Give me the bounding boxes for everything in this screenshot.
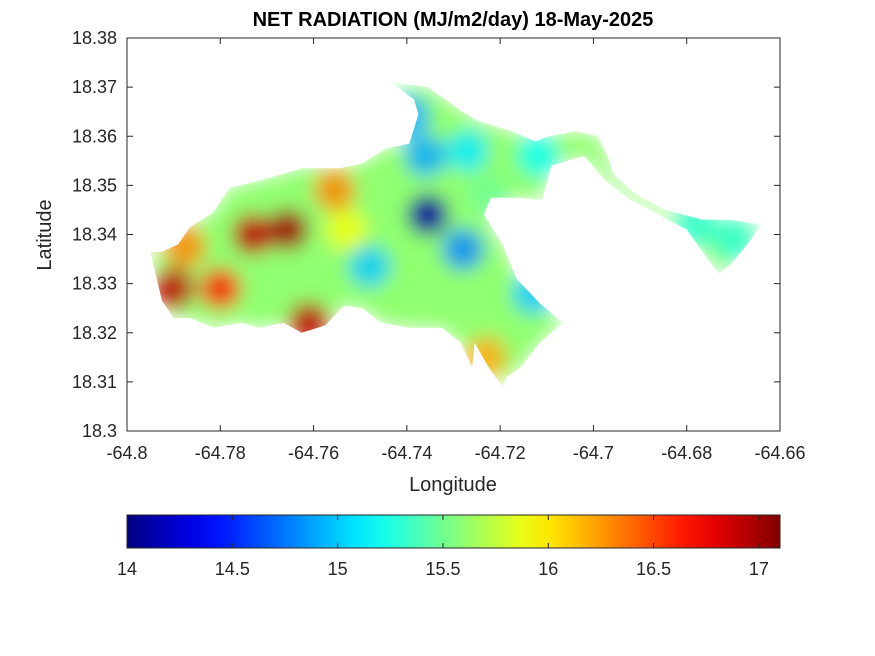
- colorbar: 14 14.5 15 15.5 16 16.5 17: [117, 514, 781, 579]
- x-tick-label: -64.8: [106, 443, 147, 463]
- field-feature: [313, 169, 356, 212]
- x-tick-label: -64.78: [195, 443, 246, 463]
- field-feature: [441, 228, 484, 271]
- y-tick-label: 18.33: [72, 274, 117, 294]
- y-tick-label: 18.35: [72, 175, 117, 195]
- x-tick-label: -64.66: [754, 443, 805, 463]
- plot-area: -64.8 -64.78 -64.76 -64.74 -64.72 -64.7 -64.68…: [72, 28, 806, 463]
- y-tick-label: 18.32: [72, 323, 117, 343]
- y-tick-label: 18.36: [72, 126, 117, 146]
- field-feature: [231, 213, 274, 256]
- field-feature: [199, 267, 242, 310]
- y-tick-label: 18.31: [72, 372, 117, 392]
- x-axis: -64.8 -64.78 -64.76 -64.74 -64.72 -64.7 -64.68…: [106, 38, 806, 463]
- field-feature: [404, 134, 447, 177]
- y-axis-label: Latitude: [34, 199, 56, 270]
- radiation-field: [150, 82, 762, 387]
- y-tick-label: 18.34: [72, 225, 117, 245]
- chart-title: NET RADIATION (MJ/m2/day) 18-May-2025: [253, 9, 654, 31]
- y-axis: 18.3 18.31 18.32 18.33 18.34 18.35 18.36 18.37 1…: [72, 28, 780, 441]
- field-feature: [406, 193, 449, 236]
- colorbar-ticks: 14 14.5 15 15.5 16 16.5 17: [117, 515, 769, 579]
- colorbar-tick-label: 16: [538, 559, 558, 579]
- colorbar-tick-label: 14: [117, 559, 137, 579]
- colorbar-tick-label: 17: [749, 559, 769, 579]
- field-feature: [152, 267, 195, 310]
- x-axis-label: Longitude: [409, 474, 497, 496]
- field-feature: [446, 130, 489, 172]
- colorbar-gradient: [126, 514, 781, 549]
- y-tick-label: 18.37: [72, 77, 117, 97]
- field-feature: [325, 208, 368, 251]
- field-feature: [516, 134, 559, 177]
- x-tick-label: -64.7: [573, 443, 614, 463]
- x-tick-label: -64.74: [381, 443, 432, 463]
- y-tick-label: 18.3: [82, 421, 117, 441]
- x-tick-label: -64.72: [475, 443, 526, 463]
- y-tick-label: 18.38: [72, 28, 117, 48]
- colorbar-tick-label: 16.5: [636, 559, 671, 579]
- colorbar-tick-label: 15: [328, 559, 348, 579]
- field-feature: [266, 208, 309, 251]
- colorbar-tick-label: 14.5: [215, 559, 250, 579]
- colorbar-tick-label: 15.5: [425, 559, 460, 579]
- x-tick-label: -64.76: [288, 443, 339, 463]
- x-tick-label: -64.68: [661, 443, 712, 463]
- field-feature: [348, 245, 391, 288]
